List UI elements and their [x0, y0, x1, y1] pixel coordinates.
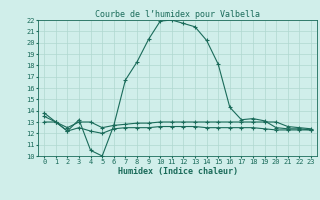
- Title: Courbe de l’humidex pour Valbella: Courbe de l’humidex pour Valbella: [95, 10, 260, 19]
- X-axis label: Humidex (Indice chaleur): Humidex (Indice chaleur): [118, 167, 238, 176]
